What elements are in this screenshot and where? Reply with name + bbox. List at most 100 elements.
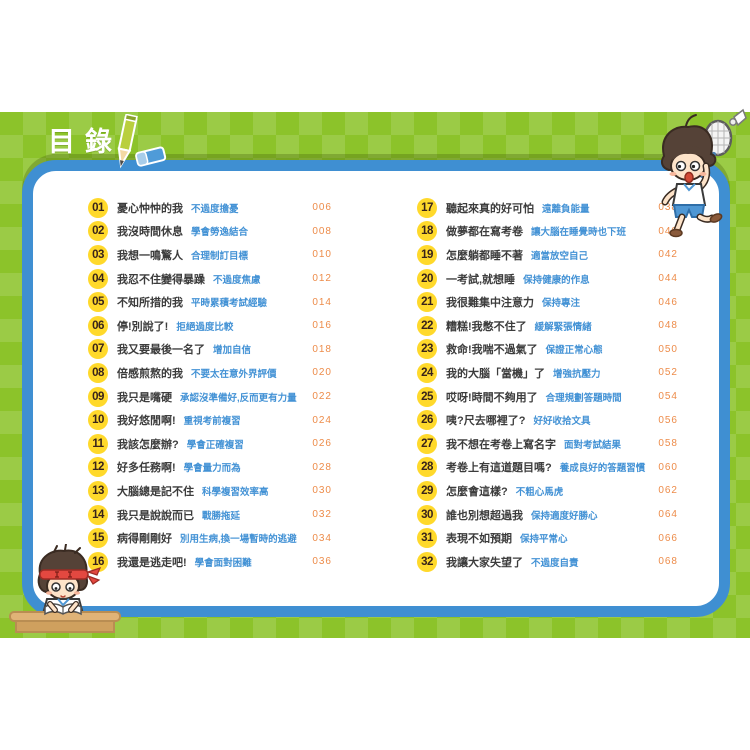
entry-title: 哎呀!時間不夠用了 [446, 391, 538, 404]
entry-title: 我沒時間休息 [117, 226, 183, 239]
toc-entry: 07 我又要最後一名了 增加自信 018 [88, 338, 332, 362]
entry-subtitle: 學會量力而為 [183, 463, 241, 475]
entry-number-badge: 11 [88, 433, 108, 454]
toc-entry: 26 咦?尺去哪裡了? 好好收拾文具 056 [417, 408, 678, 432]
entry-title: 我還是逃走吧! [117, 556, 187, 569]
entry-page-number: 046 [658, 296, 678, 308]
entry-subtitle: 拒絕過度比較 [176, 321, 234, 333]
entry-number: 18 [421, 225, 433, 238]
entry-number: 04 [92, 272, 104, 285]
entry-subtitle: 保證正常心態 [545, 345, 603, 357]
entry-number-badge: 23 [417, 339, 437, 360]
entry-page-number: 014 [312, 296, 332, 308]
entry-subtitle: 增強抗壓力 [553, 368, 601, 380]
entry-page-number: 038 [658, 202, 678, 214]
entry-number-badge: 15 [88, 528, 108, 549]
entry-subtitle: 讓大腦在睡覺時也下班 [531, 227, 627, 239]
toc-entry: 04 我忍不住變得暴躁 不過度焦慮 012 [88, 267, 332, 291]
entry-page-number: 040 [658, 225, 678, 237]
entry-title: 咦?尺去哪裡了? [446, 415, 526, 428]
entry-page-number: 032 [312, 509, 332, 521]
entry-number: 10 [92, 414, 104, 427]
entry-number-badge: 29 [417, 480, 437, 501]
toc-columns: 01 憂心忡忡的我 不過度擔憂 006 02 我沒時間休息 學會勞逸結合 008… [33, 171, 719, 574]
toc-entry: 14 我只是說說而已 戰勝拖延 032 [88, 503, 332, 527]
entry-page-number: 048 [658, 320, 678, 332]
entry-page-number: 028 [312, 461, 332, 473]
entry-subtitle: 不過度擔憂 [191, 203, 239, 215]
toc-entry: 31 表現不如預期 保持平常心 066 [417, 526, 678, 550]
entry-subtitle: 不過度自責 [531, 557, 579, 569]
toc-entry: 13 大腦總是記不住 科學複習效率高 030 [88, 479, 332, 503]
toc-entry: 32 我讓大家失望了 不過度自責 068 [417, 550, 678, 574]
entry-subtitle: 遠離負能量 [542, 203, 590, 215]
entry-number: 26 [421, 414, 433, 427]
entry-page-number: 064 [658, 509, 678, 521]
entry-number-badge: 13 [88, 480, 108, 501]
entry-number: 07 [92, 343, 104, 356]
entry-page-number: 044 [658, 273, 678, 285]
entry-title: 我只是說說而已 [117, 509, 194, 522]
toc-entry: 06 停!別說了! 拒絕過度比較 016 [88, 314, 332, 338]
badminton-boy-illustration [660, 108, 747, 238]
toc-entry: 21 我很難集中注意力 保持專注 046 [417, 290, 678, 314]
toc-entry: 05 不知所措的我 平時累積考試經驗 014 [88, 290, 332, 314]
headband-icon [39, 567, 102, 585]
entry-page-number: 018 [312, 343, 332, 355]
entry-subtitle: 承認沒準備好,反而更有力量 [180, 392, 297, 404]
entry-title: 一考試,就想睡 [446, 273, 516, 286]
entry-number-badge: 14 [88, 504, 108, 525]
toc-entry: 29 怎麼會這樣? 不粗心馬虎 062 [417, 479, 678, 503]
toc-entry: 08 倍感煎熬的我 不要太在意外界評價 020 [88, 361, 332, 385]
entry-number: 20 [421, 272, 433, 285]
entry-title: 好多任務啊! [117, 462, 176, 475]
entry-subtitle: 緩解緊張情緒 [534, 321, 592, 333]
entry-number-badge: 28 [417, 457, 437, 478]
shuttlecock-icon [729, 108, 747, 127]
entry-title: 大腦總是記不住 [117, 485, 194, 498]
entry-number: 13 [92, 484, 104, 497]
entry-number: 09 [92, 390, 104, 403]
entry-page-number: 010 [312, 249, 332, 261]
entry-subtitle: 合理規劃答題時間 [545, 392, 622, 404]
entry-subtitle: 保持平常心 [520, 534, 568, 546]
entry-subtitle: 平時累積考試經驗 [191, 298, 268, 310]
entry-title: 誰也別想超過我 [446, 509, 523, 522]
entry-page-number: 054 [658, 391, 678, 403]
toc-entry: 02 我沒時間休息 學會勞逸結合 008 [88, 220, 332, 244]
toc-entry: 20 一考試,就想睡 保持健康的作息 044 [417, 267, 678, 291]
studying-boy-illustration [9, 544, 121, 633]
entry-number: 23 [421, 343, 433, 356]
entry-number-badge: 01 [88, 197, 108, 218]
entry-title: 表現不如預期 [446, 533, 512, 546]
entry-number: 31 [421, 532, 433, 545]
entry-number-badge: 09 [88, 386, 108, 407]
entry-number: 15 [92, 532, 104, 545]
entry-subtitle: 學會面對困難 [194, 557, 252, 569]
entry-number: 28 [421, 461, 433, 474]
entry-number: 05 [92, 296, 104, 309]
toc-entry: 22 糟糕!我憋不住了 緩解緊張情緒 048 [417, 314, 678, 338]
entry-subtitle: 科學複習效率高 [202, 486, 269, 498]
entry-title: 做夢都在寫考卷 [446, 226, 523, 239]
entry-number: 24 [421, 366, 433, 379]
entry-number: 14 [92, 508, 104, 521]
entry-number: 06 [92, 319, 104, 332]
entry-page-number: 026 [312, 438, 332, 450]
entry-number: 30 [421, 508, 433, 521]
entry-number: 29 [421, 484, 433, 497]
entry-title: 停!別說了! [117, 320, 169, 333]
entry-page-number: 008 [312, 225, 332, 237]
entry-number-badge: 17 [417, 197, 437, 218]
entry-page-number: 052 [658, 367, 678, 379]
toc-entry: 18 做夢都在寫考卷 讓大腦在睡覺時也下班 040 [417, 220, 678, 244]
entry-title: 我讓大家失望了 [446, 556, 523, 569]
entry-page-number: 034 [312, 532, 332, 544]
entry-number: 17 [421, 201, 433, 214]
entry-title: 倍感煎熬的我 [117, 367, 183, 380]
entry-number: 08 [92, 366, 104, 379]
entry-subtitle: 合理制訂目標 [191, 250, 249, 262]
entry-number-badge: 20 [417, 268, 437, 289]
entry-number-badge: 03 [88, 244, 108, 265]
